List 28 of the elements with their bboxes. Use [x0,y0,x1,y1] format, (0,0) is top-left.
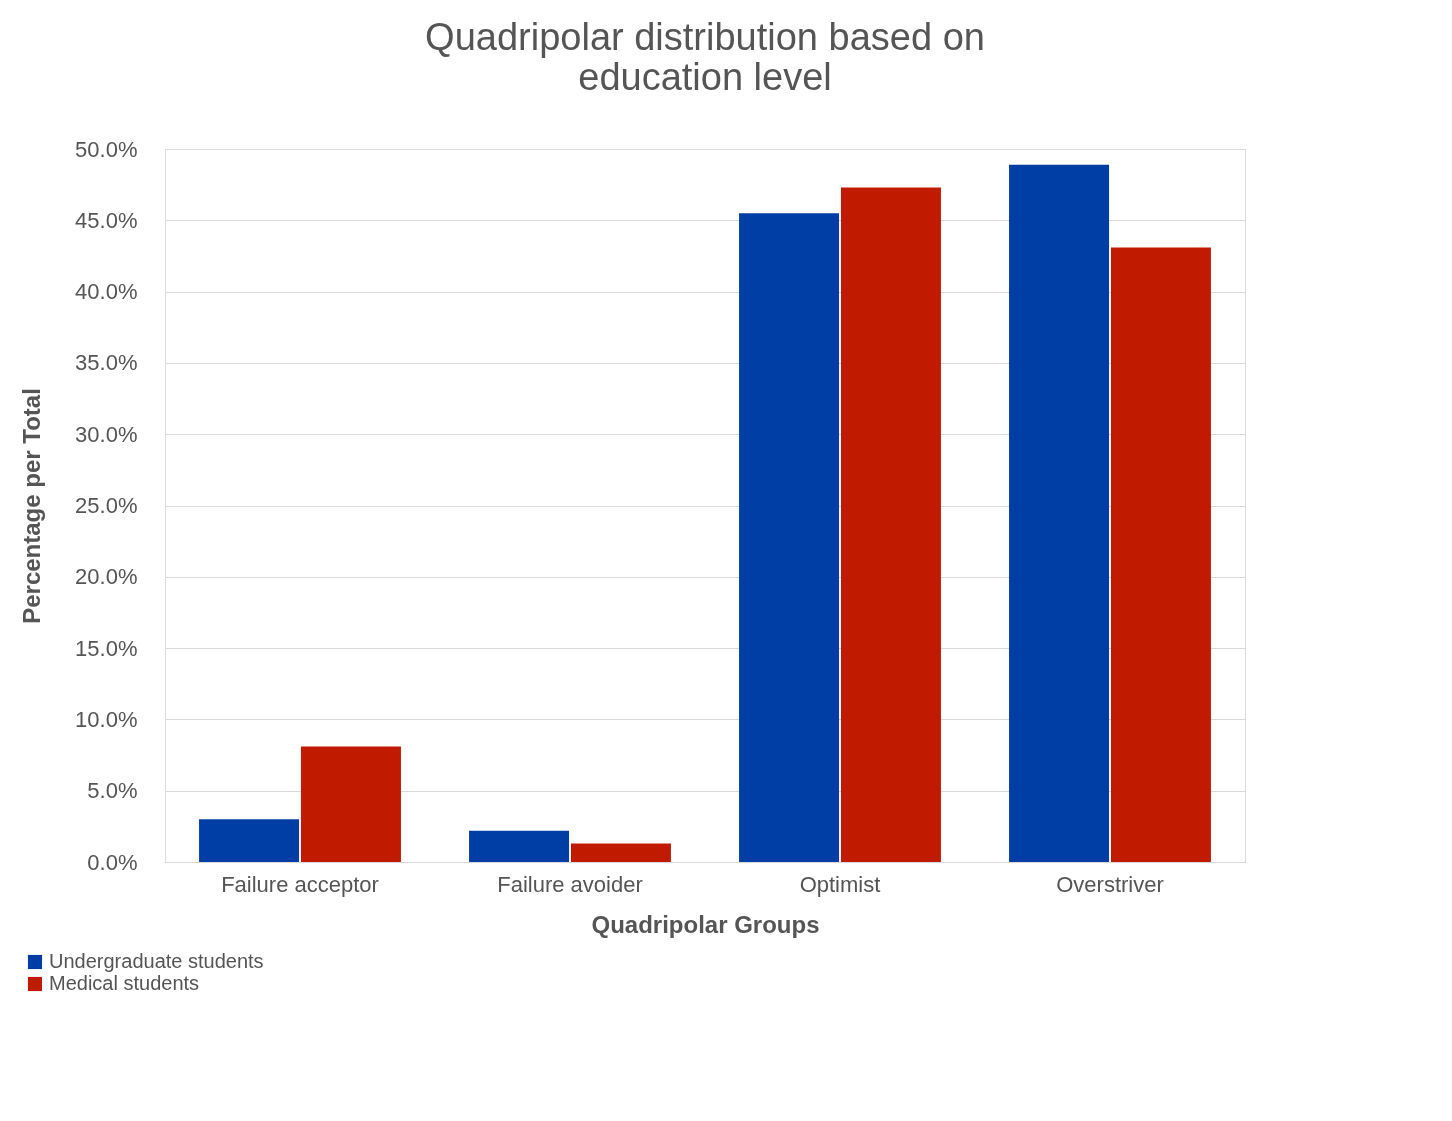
legend-label: Medical students [49,972,200,994]
legend-label: Undergraduate students [49,950,264,972]
bar [739,213,840,862]
y-tick-label: 30.0% [75,421,138,447]
y-tick-label: 10.0% [75,706,138,732]
y-tick-label: 45.0% [75,207,138,233]
x-tick-label: Failure avoider [497,871,643,897]
y-tick-label: 25.0% [75,493,138,518]
bar [1110,247,1211,862]
bar [469,830,570,862]
y-tick-label: 50.0% [75,136,138,162]
bar [840,187,941,862]
bar [199,819,300,862]
y-tick-label: 15.0% [75,635,138,661]
y-tick-label: 20.0% [75,564,138,590]
x-tick-label: Failure acceptor [221,871,379,897]
x-tick-label: Overstriver [1056,871,1164,897]
y-axis-title: Percentage per Total [18,388,46,624]
x-axis-title: Quadripolar Groups [591,910,820,938]
chart-title: Quadripolar distribution based on education level [425,16,985,98]
y-tick-label: 35.0% [75,350,138,376]
y-tick-label: 40.0% [75,279,138,305]
bar [570,843,671,862]
x-tick-label: Optimist [799,871,881,897]
y-tick-label: 5.0% [87,778,138,804]
bar [1009,164,1110,862]
bar [300,746,401,862]
y-tick-label: 0.0% [87,849,138,875]
